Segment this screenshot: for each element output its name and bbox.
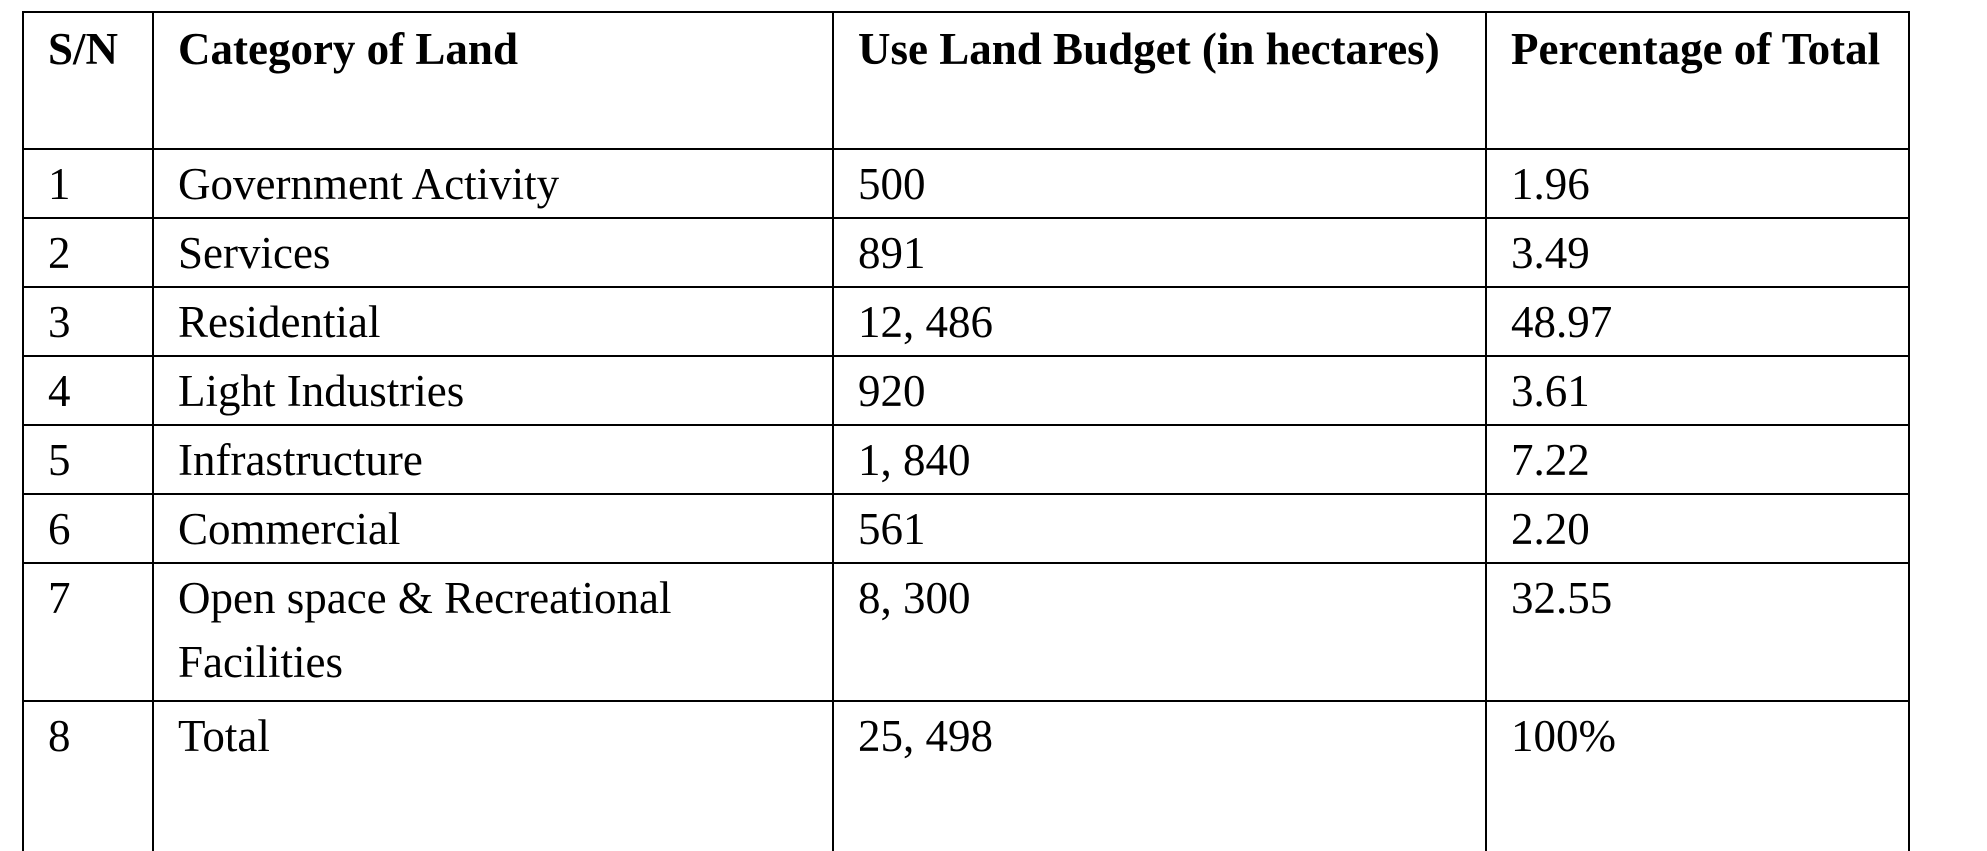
land-use-budget-table: S/N Category of Land Use Land Budget (in… <box>22 11 1910 851</box>
table-row: 6 Commercial 561 2.20 <box>22 493 1910 564</box>
table-row: 1 Government Activity 500 1.96 <box>22 148 1910 219</box>
cell-category: Open space & Recreational Facilities <box>152 562 834 702</box>
table-row: 4 Light Industries 920 3.61 <box>22 355 1910 426</box>
cell-total-budget: 25, 498 <box>832 700 1487 851</box>
cell-total-percentage: 100% <box>1485 700 1910 851</box>
cell-total-label: Total <box>152 700 834 851</box>
cell-category: Residential <box>152 286 834 357</box>
header-budget: Use Land Budget (in hectares) <box>832 11 1487 150</box>
cell-percentage: 3.61 <box>1485 355 1910 426</box>
table-row: 3 Residential 12, 486 48.97 <box>22 286 1910 357</box>
cell-category: Commercial <box>152 493 834 564</box>
cell-budget: 8, 300 <box>832 562 1487 702</box>
header-percentage: Percentage of Total <box>1485 11 1910 150</box>
cell-category: Services <box>152 217 834 288</box>
cell-percentage: 3.49 <box>1485 217 1910 288</box>
cell-sn: 1 <box>22 148 154 219</box>
cell-percentage: 7.22 <box>1485 424 1910 495</box>
table-row: 2 Services 891 3.49 <box>22 217 1910 288</box>
cell-percentage: 48.97 <box>1485 286 1910 357</box>
table-header-row: S/N Category of Land Use Land Budget (in… <box>22 11 1910 150</box>
cell-budget: 561 <box>832 493 1487 564</box>
cell-sn: 7 <box>22 562 154 702</box>
cell-category: Infrastructure <box>152 424 834 495</box>
cell-sn: 2 <box>22 217 154 288</box>
header-sn: S/N <box>22 11 154 150</box>
cell-budget: 12, 486 <box>832 286 1487 357</box>
cell-sn: 5 <box>22 424 154 495</box>
table-row: 7 Open space & Recreational Facilities 8… <box>22 562 1910 702</box>
header-category: Category of Land <box>152 11 834 150</box>
cell-budget: 500 <box>832 148 1487 219</box>
cell-budget: 891 <box>832 217 1487 288</box>
cell-budget: 1, 840 <box>832 424 1487 495</box>
cell-sn: 3 <box>22 286 154 357</box>
cell-percentage: 32.55 <box>1485 562 1910 702</box>
cell-category: Government Activity <box>152 148 834 219</box>
cell-percentage: 1.96 <box>1485 148 1910 219</box>
cell-sn: 4 <box>22 355 154 426</box>
cell-budget: 920 <box>832 355 1487 426</box>
cell-sn: 8 <box>22 700 154 851</box>
cell-category: Light Industries <box>152 355 834 426</box>
cell-sn: 6 <box>22 493 154 564</box>
cell-percentage: 2.20 <box>1485 493 1910 564</box>
table-total-row: 8 Total 25, 498 100% <box>22 700 1910 851</box>
table-row: 5 Infrastructure 1, 840 7.22 <box>22 424 1910 495</box>
